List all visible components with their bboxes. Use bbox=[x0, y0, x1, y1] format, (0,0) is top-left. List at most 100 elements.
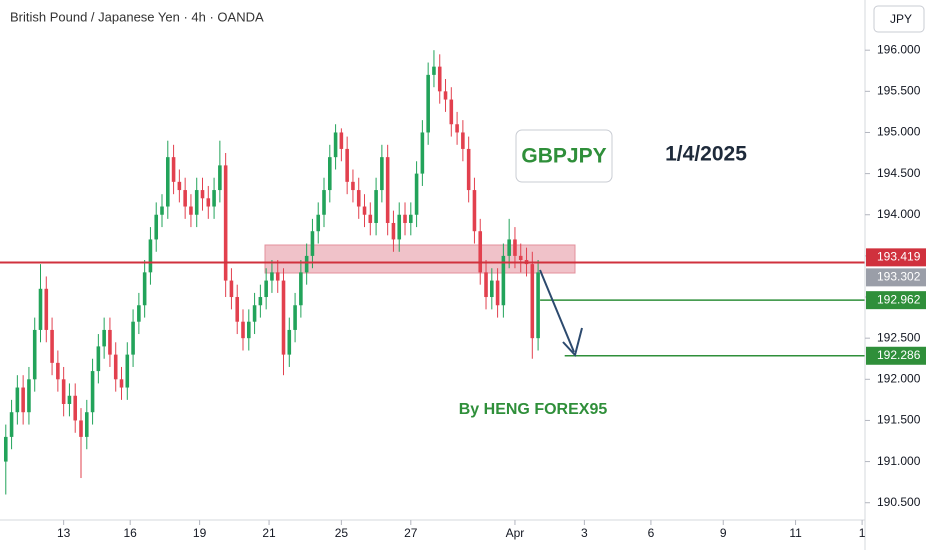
x-tick-label: 1 bbox=[859, 526, 866, 540]
candle-body bbox=[177, 181, 182, 191]
candle-body bbox=[281, 280, 286, 355]
candle-body bbox=[507, 239, 511, 256]
candle-body bbox=[380, 157, 384, 191]
level-label-bg bbox=[866, 291, 926, 310]
date-label: 1/4/2025 bbox=[665, 143, 747, 166]
candle-body bbox=[84, 412, 89, 437]
x-tick-label: 13 bbox=[57, 526, 71, 540]
candle-body bbox=[310, 231, 315, 256]
arrow-shaft bbox=[539, 269, 575, 353]
candle-body bbox=[449, 99, 454, 125]
candle-body bbox=[125, 354, 130, 388]
chart-title: British Pound / Japanese Yen · 4h · OAND… bbox=[10, 9, 264, 24]
candle-body bbox=[27, 379, 31, 413]
y-tick-label: 192.000 bbox=[877, 371, 921, 385]
candle-body bbox=[362, 206, 367, 215]
candle-body bbox=[50, 329, 54, 363]
level-label: 193.302 bbox=[877, 270, 921, 284]
candle-body bbox=[229, 280, 234, 298]
candle-body bbox=[90, 371, 95, 413]
candle-body bbox=[252, 305, 257, 322]
candle-body bbox=[200, 190, 205, 199]
y-tick-label: 191.500 bbox=[877, 413, 921, 427]
resistance-zone bbox=[264, 244, 576, 274]
candle-body bbox=[518, 255, 523, 260]
candle-body bbox=[414, 173, 419, 215]
x-tick-label: 3 bbox=[581, 526, 588, 540]
candle-body bbox=[351, 181, 355, 191]
candle-body bbox=[137, 305, 141, 322]
candle-body bbox=[328, 157, 332, 191]
candle-body bbox=[102, 329, 106, 347]
candle-body bbox=[391, 222, 396, 240]
y-tick-label: 195.500 bbox=[877, 84, 921, 98]
candle-body bbox=[316, 214, 321, 232]
candle-body bbox=[44, 288, 49, 330]
y-tick-label: 194.500 bbox=[877, 166, 921, 180]
candle-body bbox=[241, 321, 245, 339]
level-label: 192.962 bbox=[877, 292, 921, 306]
candle-body bbox=[235, 297, 240, 322]
candle-body bbox=[501, 255, 506, 306]
candle-body bbox=[466, 148, 471, 191]
candle-body bbox=[189, 206, 193, 215]
candle-body bbox=[56, 362, 60, 380]
candle-body bbox=[293, 305, 297, 330]
x-tick-label: 25 bbox=[335, 526, 349, 540]
candle-body bbox=[403, 214, 407, 223]
candle-body bbox=[397, 214, 402, 240]
x-tick-label: 27 bbox=[404, 526, 418, 540]
candle-body bbox=[368, 214, 373, 223]
x-tick-label: 11 bbox=[789, 526, 802, 540]
candle-body bbox=[426, 74, 430, 133]
candle-body bbox=[165, 157, 170, 207]
x-tick-label: 16 bbox=[124, 526, 138, 540]
x-tick-label: Apr bbox=[506, 526, 525, 540]
candle-body bbox=[536, 272, 540, 339]
candle-body bbox=[443, 91, 448, 100]
candle-body bbox=[171, 157, 176, 182]
candle-body bbox=[345, 148, 349, 182]
candle-body bbox=[432, 66, 436, 75]
candle-body bbox=[61, 379, 66, 404]
candle-body bbox=[3, 436, 8, 462]
candle-body bbox=[530, 264, 535, 339]
candle-body bbox=[212, 190, 216, 207]
author-label: By HENG FOREX95 bbox=[459, 401, 608, 418]
candle-body bbox=[67, 395, 72, 404]
candle-body bbox=[333, 132, 338, 158]
candle-body bbox=[264, 280, 268, 298]
candle-body bbox=[420, 132, 425, 174]
candle-body bbox=[322, 190, 326, 215]
candle-body bbox=[275, 272, 280, 281]
candle-body bbox=[183, 190, 187, 207]
level-label: 193.419 bbox=[877, 250, 921, 264]
currency-label: JPY bbox=[890, 12, 912, 26]
candle-body bbox=[374, 190, 378, 223]
y-tick-label: 195.000 bbox=[877, 125, 921, 139]
candle-body bbox=[21, 387, 25, 413]
candle-body bbox=[490, 280, 494, 298]
candle-body bbox=[339, 132, 344, 149]
candle-body bbox=[15, 387, 20, 413]
x-tick-label: 9 bbox=[720, 526, 727, 540]
y-tick-label: 192.500 bbox=[877, 330, 921, 344]
candle-body bbox=[409, 214, 413, 223]
candle-body bbox=[131, 321, 135, 355]
candle-body bbox=[495, 280, 500, 306]
candle-body bbox=[455, 124, 459, 133]
currency-box bbox=[873, 5, 925, 33]
x-tick-label: 19 bbox=[193, 526, 207, 540]
candle-body bbox=[38, 288, 43, 330]
candle-body bbox=[270, 272, 274, 281]
candle-body bbox=[437, 66, 442, 92]
candle-body bbox=[160, 206, 164, 215]
candle-body bbox=[218, 165, 222, 191]
candle-body bbox=[142, 272, 147, 306]
candle-body bbox=[96, 346, 101, 372]
candle-body bbox=[148, 239, 153, 273]
x-tick-label: 21 bbox=[262, 526, 276, 540]
candle-body bbox=[32, 329, 37, 380]
candle-body bbox=[484, 272, 488, 298]
